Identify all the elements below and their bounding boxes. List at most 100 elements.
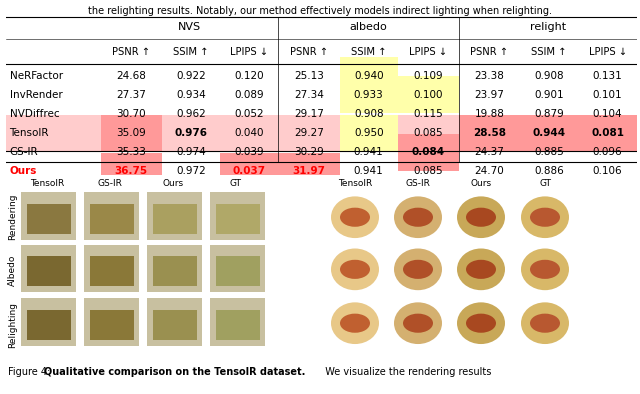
Text: 0.974: 0.974 [176,147,206,157]
Text: 0.934: 0.934 [176,90,206,100]
Text: 0.101: 0.101 [593,90,623,100]
Bar [27,310,71,340]
Text: 29.17: 29.17 [294,109,324,119]
Ellipse shape [466,260,496,279]
Ellipse shape [466,314,496,333]
Text: PSNR ↑: PSNR ↑ [470,47,509,58]
Bar [278,153,340,190]
Bar [398,76,459,113]
Text: 0.886: 0.886 [534,166,564,177]
Text: TensoIR: TensoIR [338,179,372,188]
Text: albedo: albedo [350,22,388,32]
Text: TensoIR: TensoIR [30,179,64,188]
Text: 0.084: 0.084 [412,147,445,157]
Text: 0.081: 0.081 [591,128,624,138]
Text: 0.962: 0.962 [176,109,206,119]
Bar [21,298,76,346]
Ellipse shape [521,302,569,344]
Text: 0.933: 0.933 [354,90,383,100]
Ellipse shape [403,260,433,279]
Ellipse shape [521,196,569,238]
Text: 28.58: 28.58 [473,128,506,138]
Text: Ours: Ours [10,166,37,177]
Text: TensoIR: TensoIR [10,128,49,138]
Text: LPIPS ↓: LPIPS ↓ [410,47,447,58]
Text: NVS: NVS [178,22,201,32]
Text: We visualize the rendering results: We visualize the rendering results [319,367,491,377]
Bar [27,204,71,234]
Text: GS-IR: GS-IR [406,179,431,188]
Ellipse shape [331,249,379,290]
Text: PSNR ↑: PSNR ↑ [112,47,150,58]
Text: 23.38: 23.38 [475,71,504,81]
Text: 0.039: 0.039 [234,147,264,157]
Ellipse shape [521,249,569,290]
Text: 0.908: 0.908 [354,109,383,119]
Ellipse shape [394,249,442,290]
Text: 0.085: 0.085 [413,166,444,177]
Text: 24.37: 24.37 [475,147,504,157]
Bar [100,115,162,151]
Ellipse shape [403,314,433,333]
Text: 0.052: 0.052 [234,109,264,119]
Text: 0.037: 0.037 [233,166,266,177]
Text: 0.115: 0.115 [413,109,444,119]
Bar [147,193,202,240]
Text: 0.085: 0.085 [413,128,444,138]
Text: 19.88: 19.88 [475,109,504,119]
Bar [216,310,260,340]
Bar [459,115,520,151]
Text: 0.941: 0.941 [354,147,383,157]
Bar [27,256,71,286]
Bar [210,193,265,240]
Text: 0.879: 0.879 [534,109,564,119]
Text: 0.040: 0.040 [235,128,264,138]
Text: 0.922: 0.922 [176,71,206,81]
Text: SSIM ↑: SSIM ↑ [173,47,209,58]
Text: LPIPS ↓: LPIPS ↓ [589,47,627,58]
Text: PSNR ↑: PSNR ↑ [290,47,328,58]
Text: Rendering: Rendering [8,193,17,240]
Text: 0.120: 0.120 [234,71,264,81]
Text: 0.950: 0.950 [354,128,383,138]
Text: 0.901: 0.901 [534,90,564,100]
Bar [84,245,139,292]
Bar [90,204,134,234]
Text: InvRender: InvRender [10,90,62,100]
Text: 0.972: 0.972 [176,166,206,177]
Text: 0.908: 0.908 [534,71,564,81]
Bar [398,134,459,171]
Ellipse shape [394,196,442,238]
Text: the relighting results. Notably, our method effectively models indirect lighting: the relighting results. Notably, our met… [88,6,552,16]
Ellipse shape [331,196,379,238]
Ellipse shape [530,314,560,333]
Bar [340,115,398,151]
Text: 30.70: 30.70 [116,109,146,119]
Text: 27.37: 27.37 [116,90,146,100]
Bar [579,115,637,151]
Text: relight: relight [530,22,566,32]
Bar [147,245,202,292]
Text: 0.944: 0.944 [532,128,566,138]
Bar [100,153,162,190]
Ellipse shape [403,208,433,227]
Text: 25.13: 25.13 [294,71,324,81]
Bar [90,310,134,340]
Bar [84,298,139,346]
Text: 0.109: 0.109 [413,71,444,81]
Text: Qualitative comparison on the TensoIR dataset.: Qualitative comparison on the TensoIR da… [44,367,305,377]
Text: 0.941: 0.941 [354,166,383,177]
Text: 23.97: 23.97 [475,90,504,100]
Bar [147,298,202,346]
Bar [220,153,278,190]
Text: 0.104: 0.104 [593,109,623,119]
Ellipse shape [457,196,505,238]
Text: GS-IR: GS-IR [97,179,122,188]
Text: 29.27: 29.27 [294,128,324,138]
Text: 0.940: 0.940 [354,71,383,81]
Bar [153,310,197,340]
Bar [340,76,398,113]
Ellipse shape [466,208,496,227]
Bar [90,256,134,286]
Bar [210,298,265,346]
